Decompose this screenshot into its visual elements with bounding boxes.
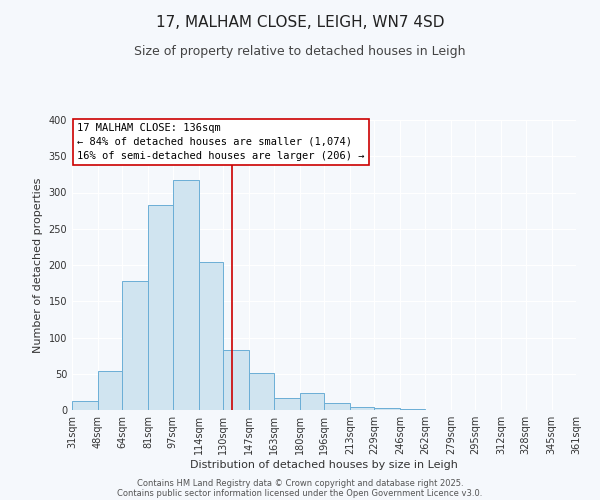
Bar [223,350,249,410]
Bar [299,392,324,410]
Y-axis label: Number of detached properties: Number of detached properties [33,178,43,352]
Bar [122,281,148,410]
X-axis label: Distribution of detached houses by size in Leigh: Distribution of detached houses by size … [190,460,458,470]
Text: 17, MALHAM CLOSE, LEIGH, WN7 4SD: 17, MALHAM CLOSE, LEIGH, WN7 4SD [156,15,444,30]
Bar [274,398,299,410]
Text: 17 MALHAM CLOSE: 136sqm
← 84% of detached houses are smaller (1,074)
16% of semi: 17 MALHAM CLOSE: 136sqm ← 84% of detache… [77,123,365,161]
Bar [249,373,274,410]
Bar [173,180,199,410]
Bar [324,404,350,410]
Bar [374,408,400,410]
Bar [72,400,98,410]
Text: Contains HM Land Registry data © Crown copyright and database right 2025.: Contains HM Land Registry data © Crown c… [137,478,463,488]
Text: Size of property relative to detached houses in Leigh: Size of property relative to detached ho… [134,45,466,58]
Text: Contains public sector information licensed under the Open Government Licence v3: Contains public sector information licen… [118,488,482,498]
Bar [199,262,223,410]
Bar [350,407,374,410]
Bar [148,205,173,410]
Bar [98,371,122,410]
